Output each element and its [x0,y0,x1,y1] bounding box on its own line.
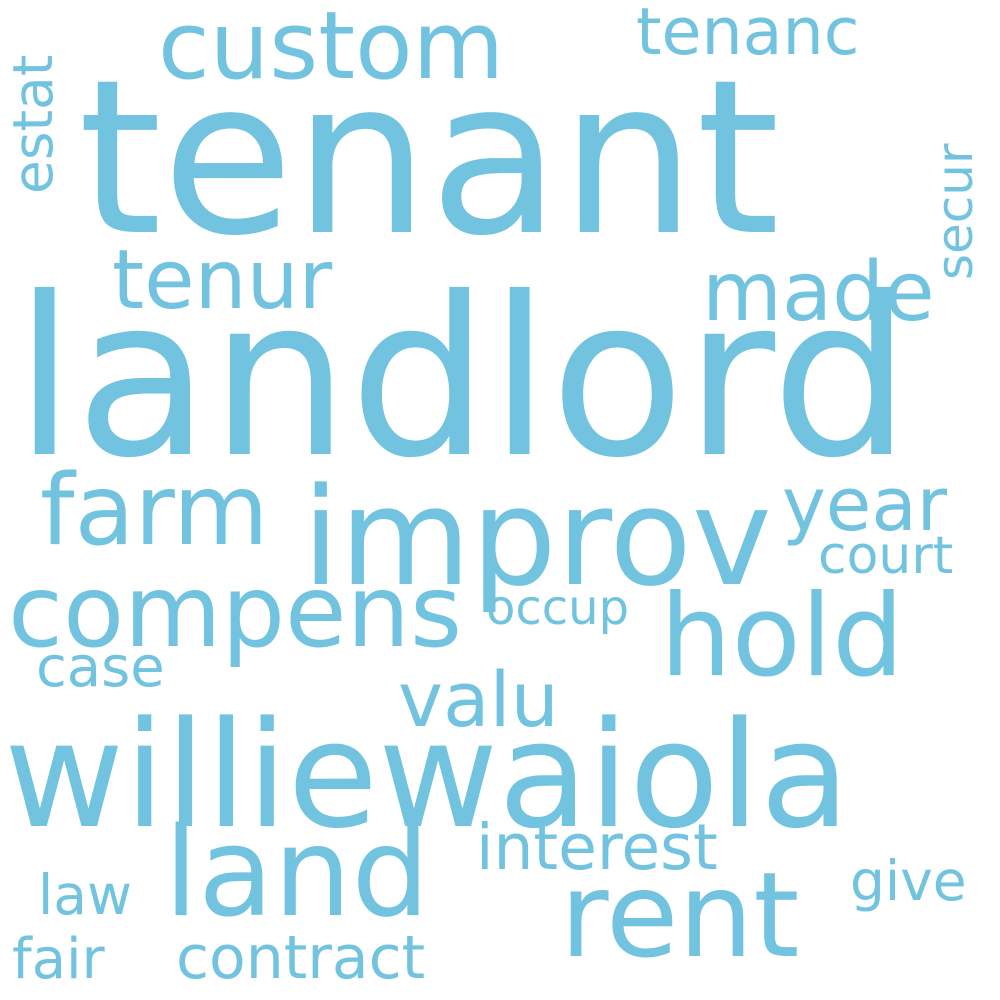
word-contract: contract [176,923,426,993]
word-landlord: landlord [14,250,911,506]
word-year: year [782,462,948,548]
word-give: give [850,849,967,913]
word-court: court [818,526,954,586]
word-interest: interest [476,811,718,884]
word-fair: fair [12,927,105,992]
word-valu: valu [398,655,559,744]
word-rent: rent [560,846,800,984]
word-case: case [36,635,165,700]
word-secur: secur [926,143,984,280]
word-made: made [702,245,935,340]
word-williewaiola: williewaiola [4,690,851,861]
word-tenanc: tenanc [636,0,860,70]
word-compens: compens [8,553,463,670]
word-custom: custom [158,0,505,101]
word-tenur: tenur [112,233,333,328]
word-tenant: tenant [78,34,780,283]
word-occup: occup [486,580,630,636]
word-improv: improv [302,459,772,616]
word-farm: farm [40,454,269,568]
word-land: land [164,802,430,945]
word-estat: estat [1,54,65,194]
word-law: law [38,863,132,927]
word-hold: hold [660,570,904,702]
